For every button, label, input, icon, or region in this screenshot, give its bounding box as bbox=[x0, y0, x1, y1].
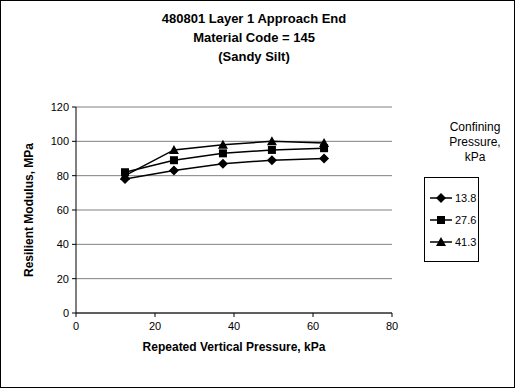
legend-title: kPa bbox=[465, 150, 486, 164]
legend-box bbox=[425, 178, 479, 262]
point bbox=[319, 154, 329, 164]
legend-marker bbox=[436, 237, 446, 246]
y-label: Resilient Modulus, MPa bbox=[22, 143, 36, 277]
legend: 13.8 27.6 41.3 bbox=[425, 178, 479, 262]
tick bbox=[392, 313, 393, 317]
tick-label: 120 bbox=[51, 101, 69, 113]
tick-label: 20 bbox=[149, 320, 161, 332]
tick bbox=[72, 244, 76, 245]
chart: 480801 Layer 1 Approach End Material Code… bbox=[0, 0, 515, 388]
tick bbox=[313, 313, 314, 317]
title: (Sandy Silt) bbox=[218, 49, 290, 64]
tick-label: 40 bbox=[228, 320, 240, 332]
x-axis bbox=[76, 313, 392, 314]
tick bbox=[155, 313, 156, 317]
point bbox=[170, 156, 178, 164]
legend-marker bbox=[437, 216, 445, 224]
tick-label: 0 bbox=[73, 320, 79, 332]
tick bbox=[72, 141, 76, 142]
tick bbox=[76, 313, 77, 317]
legend-label: 27.6 bbox=[455, 214, 476, 226]
legend-title: Pressure, bbox=[449, 135, 500, 149]
tick-label: 80 bbox=[386, 320, 398, 332]
title: 480801 Layer 1 Approach End bbox=[162, 11, 347, 26]
legend-label: 41.3 bbox=[455, 236, 476, 248]
legend-label: 13.8 bbox=[455, 192, 476, 204]
point bbox=[169, 145, 179, 154]
y-axis bbox=[76, 107, 77, 313]
chart-container: 480801 Layer 1 Approach End Material Code… bbox=[0, 0, 515, 388]
legend-title: Confining bbox=[450, 120, 501, 134]
grid-line bbox=[76, 244, 392, 245]
tick-label: 0 bbox=[63, 307, 69, 319]
x-label: Repeated Vertical Pressure, kPa bbox=[143, 340, 326, 354]
grid-line bbox=[76, 210, 392, 211]
grid-line bbox=[76, 313, 392, 314]
tick bbox=[72, 175, 76, 176]
legend-marker bbox=[436, 193, 446, 203]
grid-line bbox=[76, 141, 392, 142]
grid-line bbox=[76, 107, 392, 108]
grid-line bbox=[76, 278, 392, 279]
plot-area bbox=[120, 136, 329, 184]
tick-label: 60 bbox=[307, 320, 319, 332]
point bbox=[219, 149, 227, 157]
tick bbox=[72, 107, 76, 108]
tick-label: 80 bbox=[57, 170, 69, 182]
point bbox=[120, 171, 130, 180]
tick-label: 100 bbox=[51, 135, 69, 147]
series-line bbox=[125, 159, 324, 180]
tick-label: 60 bbox=[57, 204, 69, 216]
point bbox=[267, 136, 277, 145]
point bbox=[169, 166, 179, 176]
title: Material Code = 145 bbox=[193, 30, 315, 45]
point bbox=[267, 155, 277, 165]
tick-label: 40 bbox=[57, 238, 69, 250]
point bbox=[268, 146, 276, 154]
tick bbox=[72, 313, 76, 314]
tick bbox=[72, 278, 76, 279]
tick-label: 20 bbox=[57, 273, 69, 285]
tick bbox=[234, 313, 235, 317]
tick bbox=[72, 210, 76, 211]
frame bbox=[1, 1, 515, 388]
point bbox=[319, 138, 329, 147]
point bbox=[218, 140, 228, 149]
point bbox=[218, 159, 228, 169]
